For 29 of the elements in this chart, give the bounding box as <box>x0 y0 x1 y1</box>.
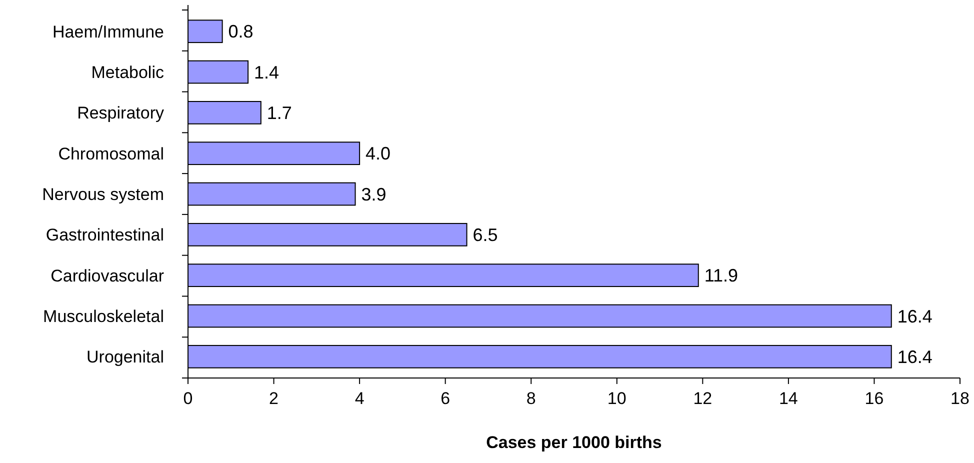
y-tick-label: Cardiovascular <box>50 266 164 286</box>
data-label: 4.0 <box>366 144 391 164</box>
y-tick-label: Metabolic <box>91 62 164 82</box>
x-tick-label: 6 <box>440 389 450 408</box>
x-tick-label: 10 <box>607 389 626 408</box>
x-tick-label: 0 <box>183 389 193 408</box>
x-tick-label: 16 <box>864 389 884 408</box>
data-label: 1.4 <box>254 62 280 82</box>
x-tick-label: 18 <box>950 389 970 408</box>
x-tick-label: 12 <box>693 389 712 408</box>
y-tick-label: Chromosomal <box>58 144 164 164</box>
x-tick-label: 8 <box>526 389 536 408</box>
x-tick-label: 14 <box>778 389 798 408</box>
data-label: 16.4 <box>897 306 932 326</box>
y-tick-label: Gastrointestinal <box>46 226 164 245</box>
data-label: 1.7 <box>266 102 292 123</box>
x-axis-title: Cases per 1000 births <box>486 433 662 452</box>
x-tick-label: 4 <box>354 389 364 408</box>
x-tick-label: 2 <box>269 389 279 408</box>
y-tick-label: Urogenital <box>86 348 164 367</box>
y-tick-label: Haem/Immune <box>52 22 164 42</box>
y-tick-label: Musculoskeletal <box>43 306 164 326</box>
data-label: 11.9 <box>704 266 738 286</box>
data-label: 6.5 <box>472 224 498 245</box>
data-label: 0.8 <box>228 22 254 42</box>
y-tick-label: Respiratory <box>77 104 164 123</box>
y-tick-label: Nervous system <box>42 184 164 204</box>
data-label: 3.9 <box>361 184 386 204</box>
data-label: 16.4 <box>897 346 932 367</box>
